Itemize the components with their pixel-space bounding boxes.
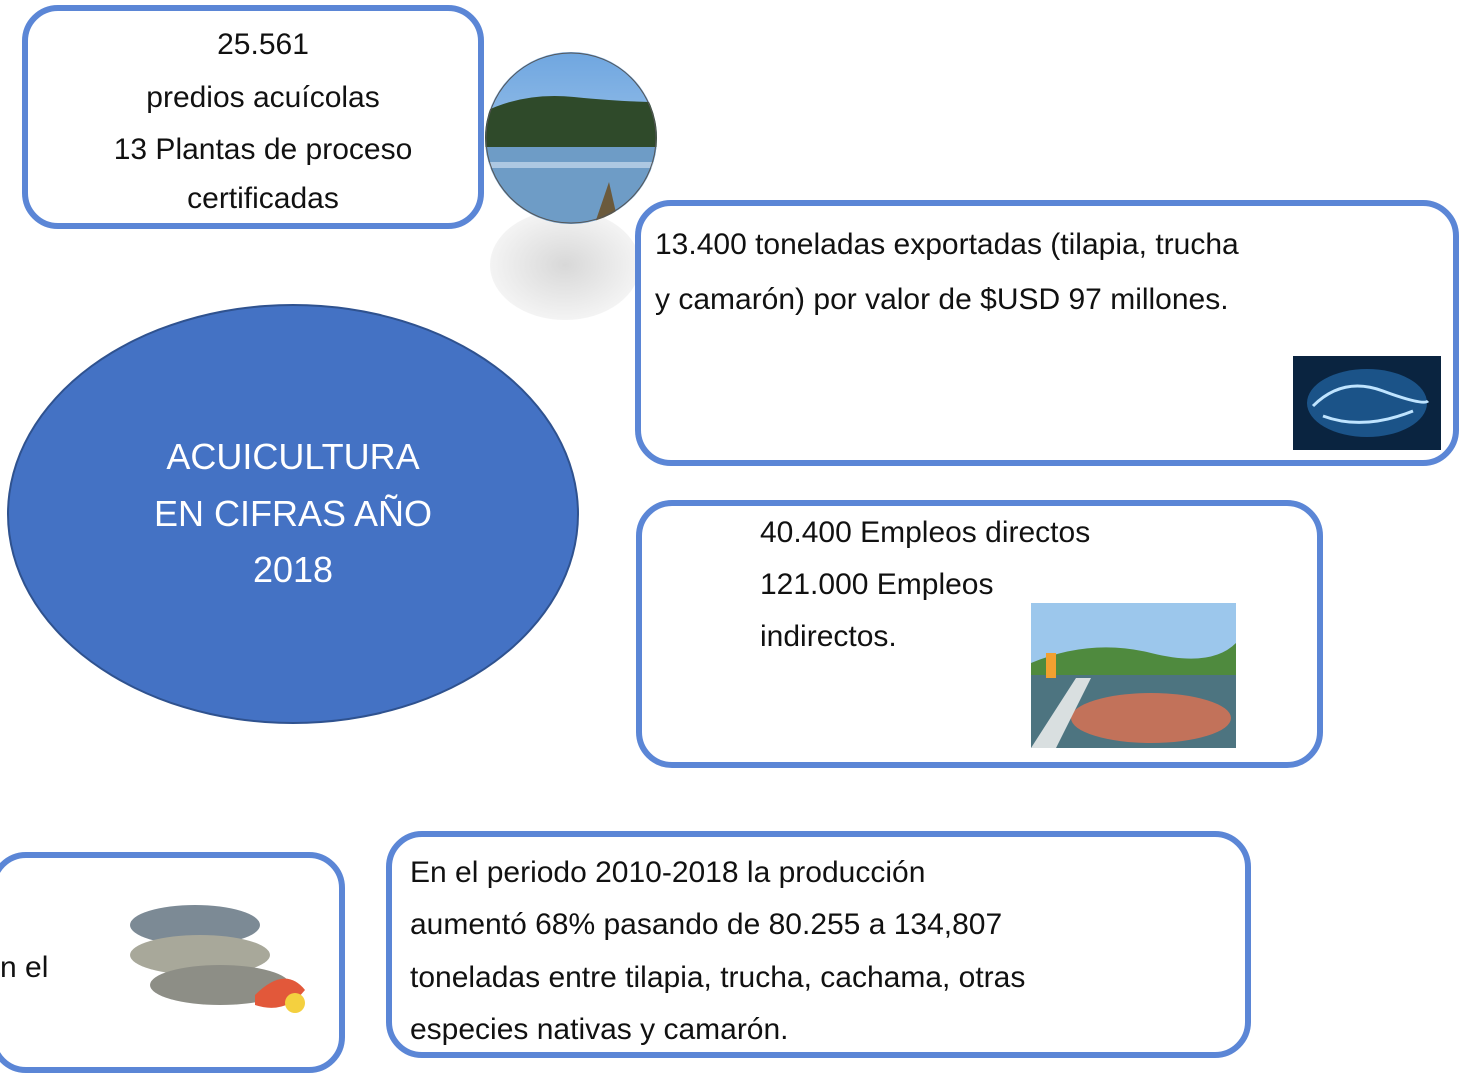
- box-text: 13.400 toneladas exportadas (tilapia, tr…: [655, 227, 1239, 263]
- shadow: [490, 210, 640, 320]
- farm-photo: [1031, 603, 1236, 748]
- box-text: certificadas: [187, 181, 339, 217]
- box-text: 13 Plantas de proceso: [114, 132, 413, 168]
- box-text: 25.561: [217, 27, 309, 63]
- box-text: En el periodo 2010-2018 la producción: [410, 855, 925, 891]
- box-text: 121.000 Empleos: [760, 567, 994, 603]
- box-text: n el: [0, 950, 48, 986]
- box-text: aumentó 68% pasando de 80.255 a 134,807: [410, 907, 1002, 943]
- box-text: indirectos.: [760, 619, 897, 655]
- box-text: especies nativas y camarón.: [410, 1012, 789, 1048]
- box-text: predios acuícolas: [146, 80, 379, 116]
- page: 25.561 predios acuícolas 13 Plantas de p…: [0, 0, 1461, 1074]
- center-text: EN CIFRAS AÑO: [154, 494, 432, 534]
- box-text: 40.400 Empleos directos: [760, 515, 1090, 551]
- center-text: 2018: [253, 550, 333, 590]
- fish-photo: [115, 885, 315, 1025]
- box-text: y camarón) por valor de $USD 97 millones…: [655, 282, 1229, 318]
- box-text: toneladas entre tilapia, trucha, cachama…: [410, 960, 1025, 996]
- lake-photo: [484, 52, 658, 226]
- globe-photo: [1293, 356, 1441, 450]
- center-text: ACUICULTURA: [166, 437, 419, 477]
